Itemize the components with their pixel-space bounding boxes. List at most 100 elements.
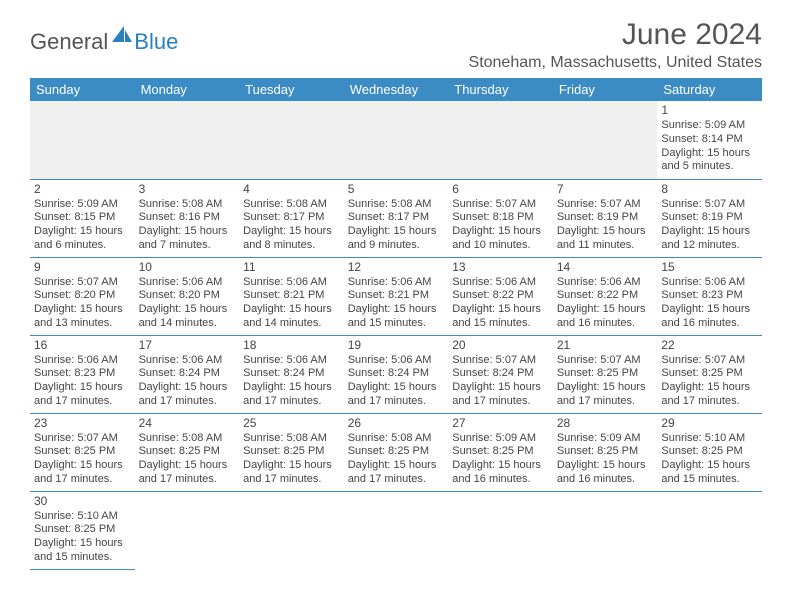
sunset-line: Sunset: 8:14 PM — [661, 133, 758, 147]
daylight-line: Daylight: 15 hours and 5 minutes. — [661, 147, 758, 175]
daylight-line: Daylight: 15 hours and 17 minutes. — [139, 381, 236, 409]
day-number: 11 — [243, 260, 340, 275]
daylight-line: Daylight: 15 hours and 17 minutes. — [34, 459, 131, 487]
sunset-line: Sunset: 8:24 PM — [452, 367, 549, 381]
day-number: 5 — [348, 182, 445, 197]
sunrise-line: Sunrise: 5:06 AM — [139, 354, 236, 368]
daylight-line: Daylight: 15 hours and 17 minutes. — [34, 381, 131, 409]
calendar-cell: 13Sunrise: 5:06 AMSunset: 8:22 PMDayligh… — [448, 257, 553, 335]
day-number: 30 — [34, 494, 131, 509]
day-number: 10 — [139, 260, 236, 275]
sunrise-line: Sunrise: 5:07 AM — [661, 198, 758, 212]
sunrise-line: Sunrise: 5:07 AM — [34, 432, 131, 446]
day-number: 28 — [557, 416, 654, 431]
daylight-line: Daylight: 15 hours and 15 minutes. — [348, 303, 445, 331]
day-number: 4 — [243, 182, 340, 197]
daylight-line: Daylight: 15 hours and 17 minutes. — [243, 381, 340, 409]
calendar-cell: 1Sunrise: 5:09 AMSunset: 8:14 PMDaylight… — [657, 101, 762, 179]
title-block: June 2024 Stoneham, Massachusetts, Unite… — [469, 18, 762, 72]
daylight-line: Daylight: 15 hours and 12 minutes. — [661, 225, 758, 253]
sunrise-line: Sunrise: 5:06 AM — [139, 276, 236, 290]
calendar-cell — [239, 101, 344, 179]
calendar-cell: 12Sunrise: 5:06 AMSunset: 8:21 PMDayligh… — [344, 257, 449, 335]
calendar-cell: 6Sunrise: 5:07 AMSunset: 8:18 PMDaylight… — [448, 179, 553, 257]
sunrise-line: Sunrise: 5:09 AM — [34, 198, 131, 212]
day-number: 7 — [557, 182, 654, 197]
sunrise-line: Sunrise: 5:06 AM — [243, 276, 340, 290]
daylight-line: Daylight: 15 hours and 15 minutes. — [34, 537, 131, 565]
calendar-cell: 16Sunrise: 5:06 AMSunset: 8:23 PMDayligh… — [30, 335, 135, 413]
calendar-row: 1Sunrise: 5:09 AMSunset: 8:14 PMDaylight… — [30, 101, 762, 179]
day-number: 6 — [452, 182, 549, 197]
calendar-cell: 26Sunrise: 5:08 AMSunset: 8:25 PMDayligh… — [344, 413, 449, 491]
day-number: 15 — [661, 260, 758, 275]
day-number: 3 — [139, 182, 236, 197]
daylight-line: Daylight: 15 hours and 15 minutes. — [452, 303, 549, 331]
calendar-cell: 15Sunrise: 5:06 AMSunset: 8:23 PMDayligh… — [657, 257, 762, 335]
weekday-header: Saturday — [657, 78, 762, 101]
calendar-cell: 2Sunrise: 5:09 AMSunset: 8:15 PMDaylight… — [30, 179, 135, 257]
sunrise-line: Sunrise: 5:07 AM — [452, 198, 549, 212]
sunset-line: Sunset: 8:25 PM — [243, 445, 340, 459]
calendar-cell — [657, 491, 762, 569]
daylight-line: Daylight: 15 hours and 11 minutes. — [557, 225, 654, 253]
daylight-line: Daylight: 15 hours and 16 minutes. — [661, 303, 758, 331]
calendar-cell: 17Sunrise: 5:06 AMSunset: 8:24 PMDayligh… — [135, 335, 240, 413]
sunset-line: Sunset: 8:24 PM — [139, 367, 236, 381]
daylight-line: Daylight: 15 hours and 15 minutes. — [661, 459, 758, 487]
calendar-cell — [239, 491, 344, 569]
sunset-line: Sunset: 8:20 PM — [139, 289, 236, 303]
calendar-cell: 10Sunrise: 5:06 AMSunset: 8:20 PMDayligh… — [135, 257, 240, 335]
calendar-cell — [448, 491, 553, 569]
sunrise-line: Sunrise: 5:09 AM — [557, 432, 654, 446]
day-number: 17 — [139, 338, 236, 353]
sunset-line: Sunset: 8:25 PM — [557, 445, 654, 459]
weekday-header: Monday — [135, 78, 240, 101]
daylight-line: Daylight: 15 hours and 17 minutes. — [348, 381, 445, 409]
sunset-line: Sunset: 8:17 PM — [348, 211, 445, 225]
sunrise-line: Sunrise: 5:06 AM — [452, 276, 549, 290]
sunrise-line: Sunrise: 5:09 AM — [452, 432, 549, 446]
daylight-line: Daylight: 15 hours and 6 minutes. — [34, 225, 131, 253]
calendar-cell: 3Sunrise: 5:08 AMSunset: 8:16 PMDaylight… — [135, 179, 240, 257]
day-number: 19 — [348, 338, 445, 353]
sunset-line: Sunset: 8:23 PM — [34, 367, 131, 381]
day-number: 24 — [139, 416, 236, 431]
sunset-line: Sunset: 8:18 PM — [452, 211, 549, 225]
weekday-header: Friday — [553, 78, 658, 101]
calendar-page: General Blue June 2024 Stoneham, Massach… — [0, 0, 792, 570]
daylight-line: Daylight: 15 hours and 14 minutes. — [243, 303, 340, 331]
brand-part2: Blue — [134, 29, 178, 55]
calendar-cell: 18Sunrise: 5:06 AMSunset: 8:24 PMDayligh… — [239, 335, 344, 413]
sunset-line: Sunset: 8:25 PM — [139, 445, 236, 459]
calendar-cell: 25Sunrise: 5:08 AMSunset: 8:25 PMDayligh… — [239, 413, 344, 491]
daylight-line: Daylight: 15 hours and 14 minutes. — [139, 303, 236, 331]
sunrise-line: Sunrise: 5:06 AM — [348, 354, 445, 368]
calendar-cell: 4Sunrise: 5:08 AMSunset: 8:17 PMDaylight… — [239, 179, 344, 257]
calendar-cell: 21Sunrise: 5:07 AMSunset: 8:25 PMDayligh… — [553, 335, 658, 413]
sunset-line: Sunset: 8:19 PM — [557, 211, 654, 225]
weekday-header-row: SundayMondayTuesdayWednesdayThursdayFrid… — [30, 78, 762, 101]
calendar-cell — [553, 491, 658, 569]
sunset-line: Sunset: 8:23 PM — [661, 289, 758, 303]
daylight-line: Daylight: 15 hours and 10 minutes. — [452, 225, 549, 253]
calendar-cell: 9Sunrise: 5:07 AMSunset: 8:20 PMDaylight… — [30, 257, 135, 335]
day-number: 21 — [557, 338, 654, 353]
month-title: June 2024 — [469, 18, 762, 52]
sunrise-line: Sunrise: 5:08 AM — [348, 198, 445, 212]
weekday-header: Wednesday — [344, 78, 449, 101]
calendar-cell: 14Sunrise: 5:06 AMSunset: 8:22 PMDayligh… — [553, 257, 658, 335]
day-number: 9 — [34, 260, 131, 275]
sunrise-line: Sunrise: 5:06 AM — [243, 354, 340, 368]
day-number: 26 — [348, 416, 445, 431]
day-number: 23 — [34, 416, 131, 431]
sunrise-line: Sunrise: 5:10 AM — [661, 432, 758, 446]
calendar-cell: 27Sunrise: 5:09 AMSunset: 8:25 PMDayligh… — [448, 413, 553, 491]
calendar-cell: 19Sunrise: 5:06 AMSunset: 8:24 PMDayligh… — [344, 335, 449, 413]
sunset-line: Sunset: 8:17 PM — [243, 211, 340, 225]
sunrise-line: Sunrise: 5:08 AM — [243, 432, 340, 446]
sunrise-line: Sunrise: 5:08 AM — [243, 198, 340, 212]
daylight-line: Daylight: 15 hours and 9 minutes. — [348, 225, 445, 253]
sunset-line: Sunset: 8:25 PM — [452, 445, 549, 459]
calendar-cell: 8Sunrise: 5:07 AMSunset: 8:19 PMDaylight… — [657, 179, 762, 257]
